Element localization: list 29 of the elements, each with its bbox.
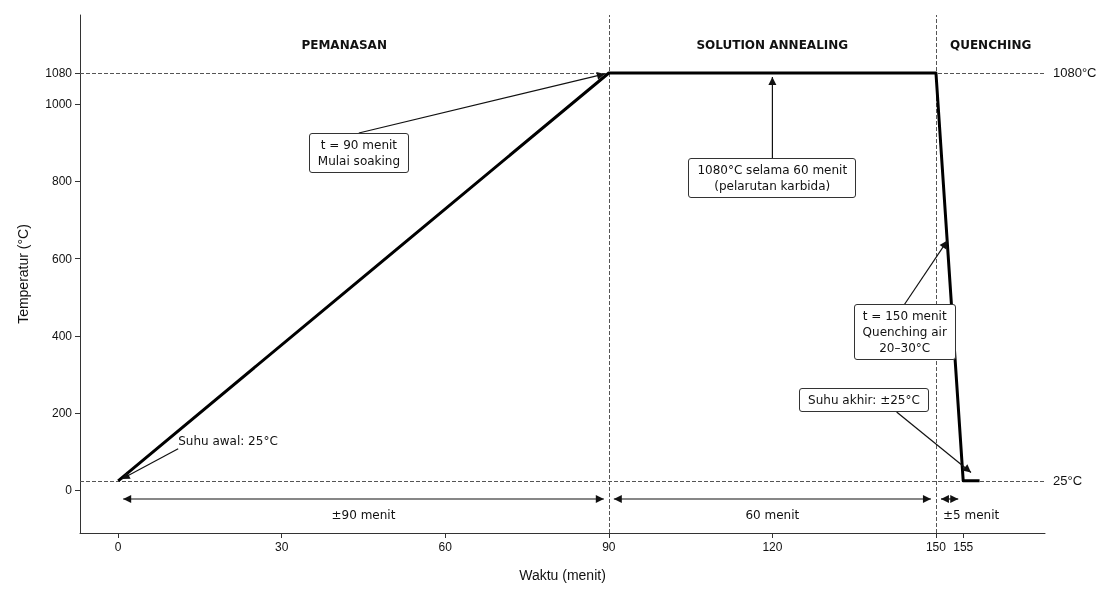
- annotation: SOLUTION ANNEALING: [696, 37, 849, 53]
- y-tick-label: 1000: [45, 96, 73, 111]
- annotation: ±90 menit: [331, 507, 396, 523]
- x-tick-label: 30: [275, 540, 289, 554]
- x-tick-label: 60: [438, 540, 453, 554]
- annotation: t = 150 menit Quenching air 20–30°C: [853, 304, 956, 361]
- y-tick-label: 600: [51, 251, 73, 266]
- annotation: 60 menit: [745, 507, 800, 523]
- annotation: 1080°C selama 60 menit (pelarutan karbida): [688, 157, 857, 198]
- ref-line-label: 1080°C: [1053, 65, 1097, 81]
- annotation: Suhu akhir: ±25°C: [799, 388, 929, 412]
- y-tick-label: 200: [51, 406, 73, 421]
- y-axis-title: Temperatur (°C): [15, 224, 31, 324]
- x-axis-title: Waktu (menit): [519, 567, 606, 583]
- y-tick-label: 800: [51, 174, 73, 189]
- y-tick-label: 1080: [45, 65, 73, 80]
- annotation: ±5 menit: [942, 507, 1000, 523]
- x-tick-label: 120: [762, 540, 783, 554]
- annotation: Suhu awal: 25°C: [178, 432, 278, 449]
- annotation: PEMANASAN: [301, 37, 387, 53]
- annotation: QUENCHING: [949, 37, 1032, 53]
- y-tick-label: 0: [65, 483, 73, 498]
- x-tick-label: 0: [114, 540, 122, 554]
- y-tick-label: 400: [51, 328, 73, 343]
- x-tick-label: 155: [953, 540, 974, 554]
- annotation: t = 90 menit Mulai soaking: [308, 132, 410, 173]
- ref-line-label: 25°C: [1053, 473, 1083, 489]
- x-tick-label: 150: [925, 540, 947, 554]
- x-tick-label: 90: [602, 540, 616, 554]
